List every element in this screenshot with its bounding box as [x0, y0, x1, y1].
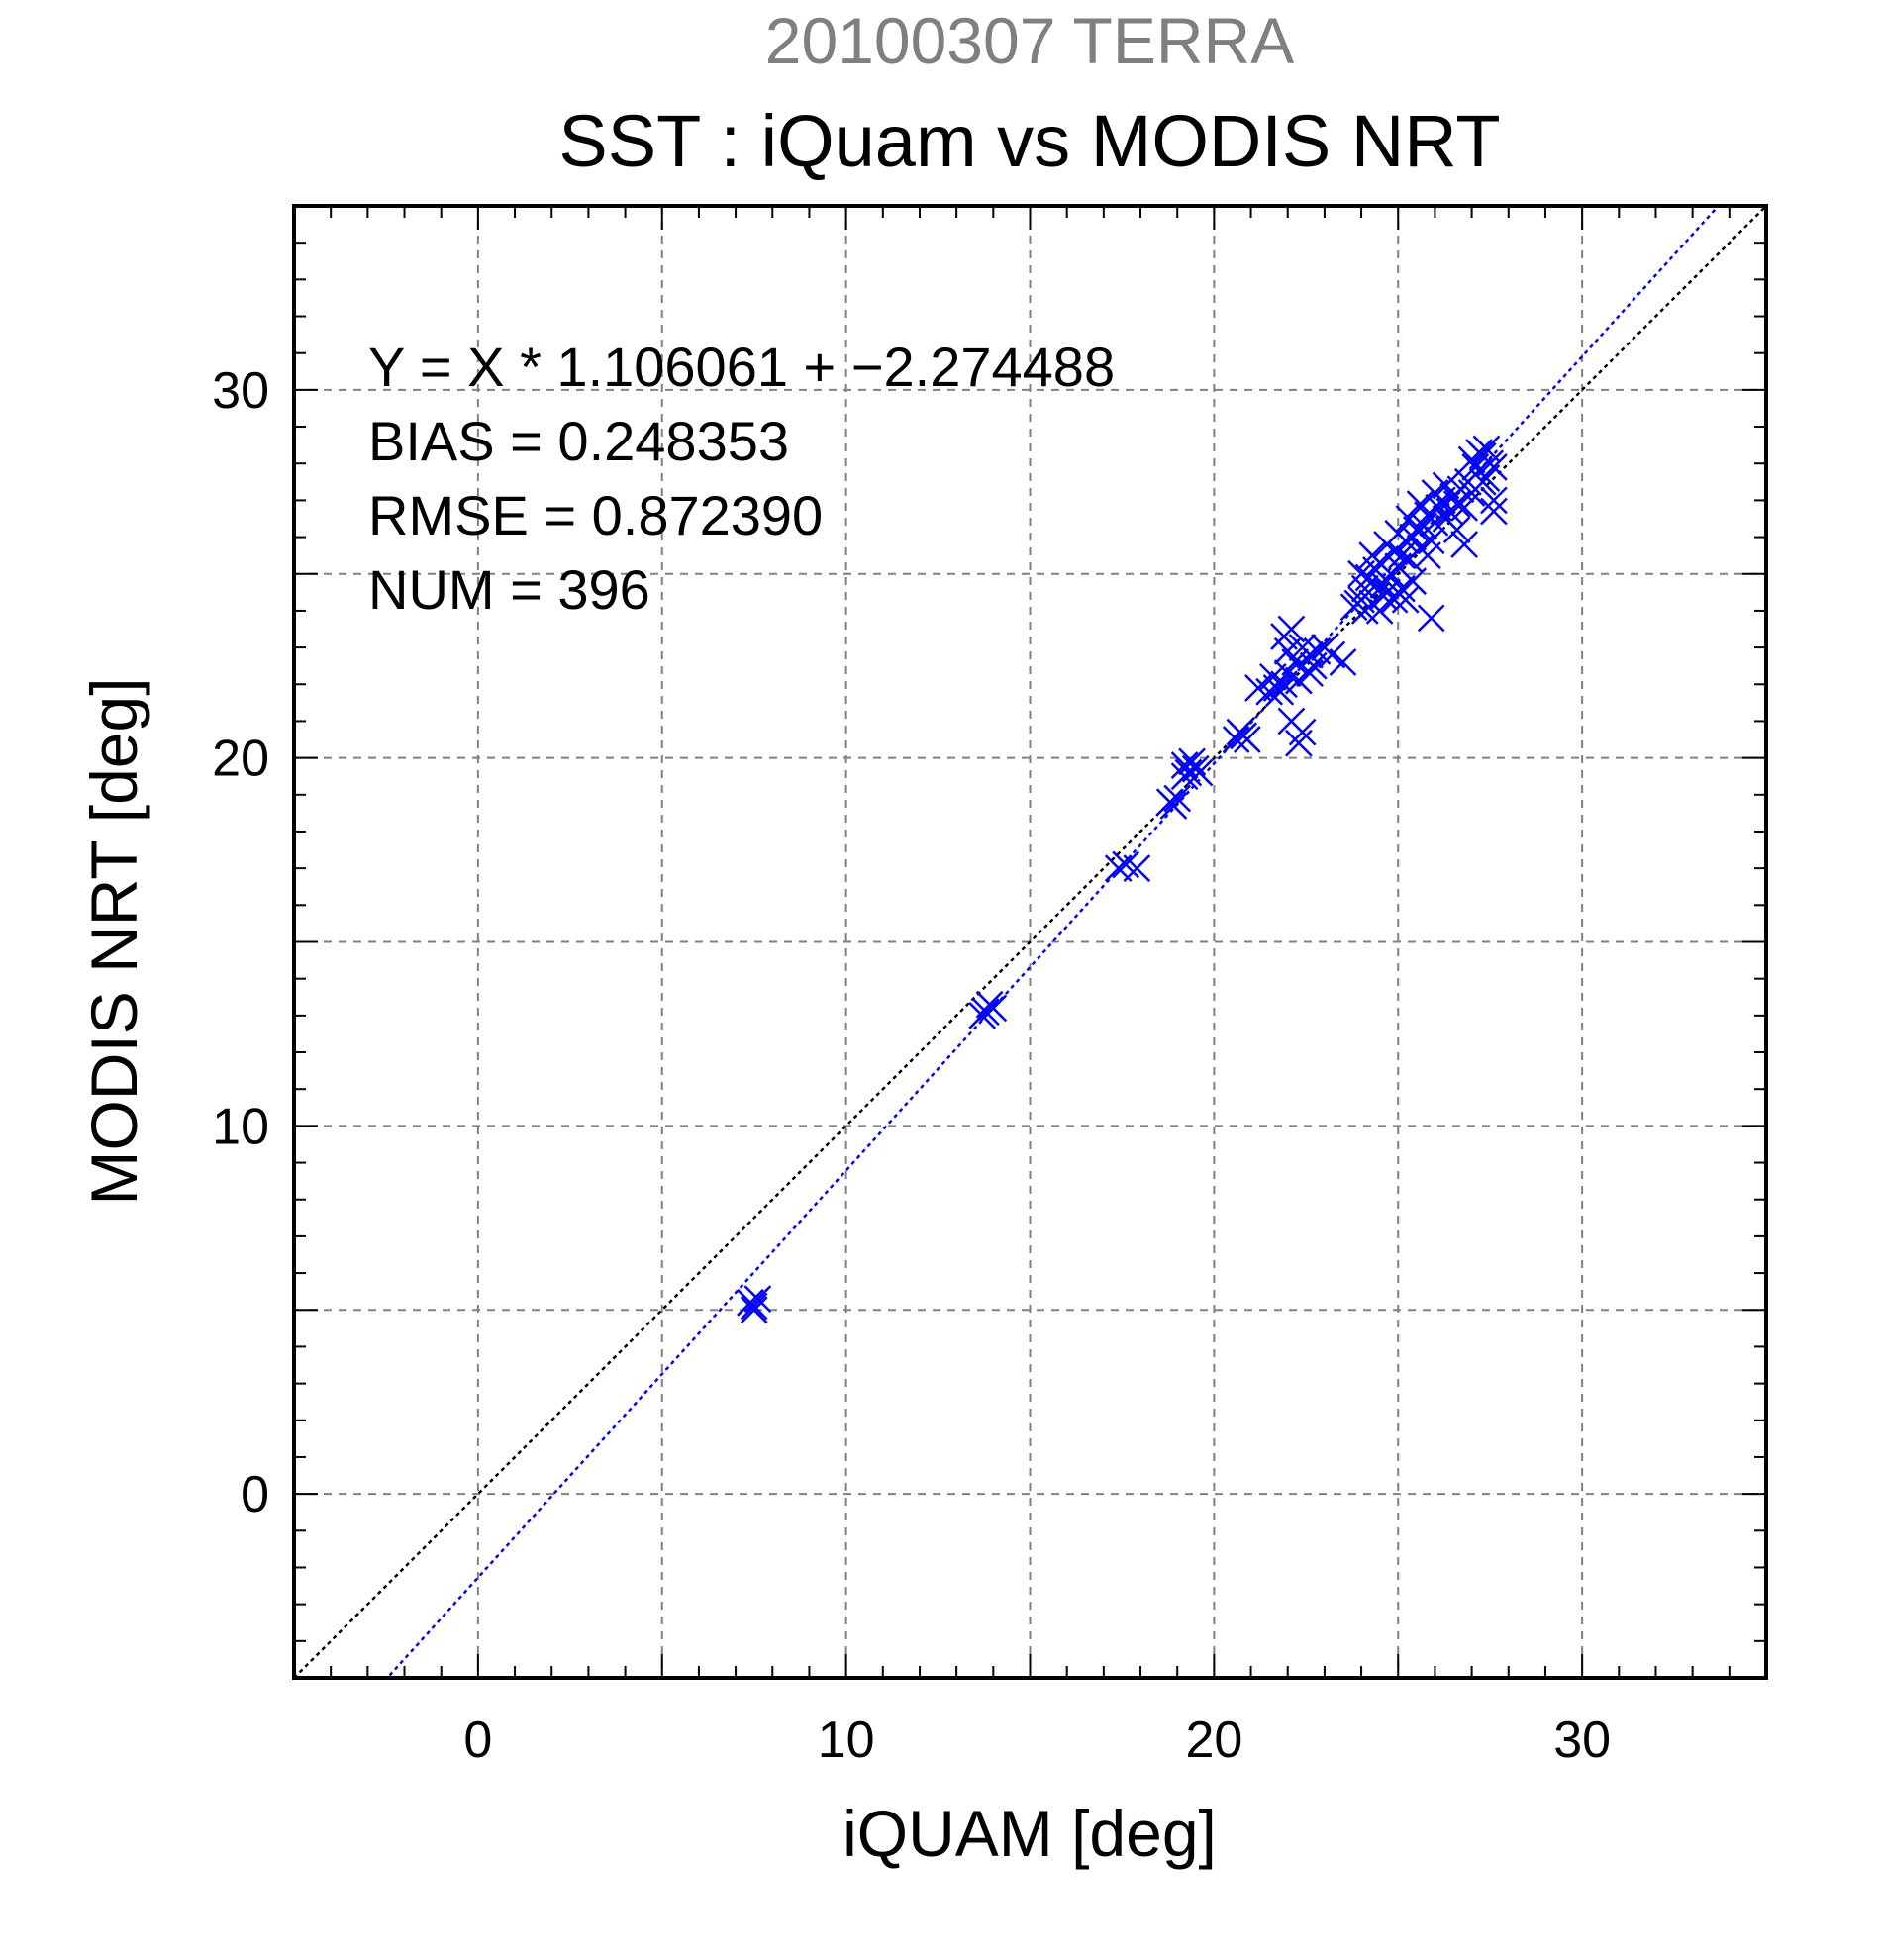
identity-line [294, 206, 1766, 1678]
data-point [1266, 677, 1295, 706]
data-points [737, 435, 1508, 1324]
data-point [1226, 718, 1254, 746]
data-point [1112, 850, 1140, 879]
stats-num: NUM = 396 [368, 558, 650, 621]
data-point [1417, 604, 1445, 633]
data-point [968, 1001, 997, 1029]
data-point [1414, 541, 1441, 570]
stats-bias: BIAS = 0.248353 [368, 410, 789, 472]
stats-rmse: RMSE = 0.872390 [368, 484, 823, 546]
data-point [1450, 493, 1479, 522]
data-point [1480, 486, 1508, 515]
data-point [743, 1285, 772, 1313]
data-point [740, 1296, 768, 1324]
data-point [1480, 453, 1508, 481]
x-tick-label: 20 [1185, 1712, 1242, 1769]
data-point [1299, 651, 1328, 680]
stats-fit-equation: Y = X * 1.106061 + −2.274488 [368, 336, 1115, 398]
grid-lines [294, 206, 1766, 1678]
tick-labels: 0 10 20 30 0 10 20 30 [212, 362, 1611, 1769]
data-point [1170, 762, 1199, 791]
data-point [1163, 784, 1192, 813]
data-point [1343, 589, 1372, 618]
chart-subtitle: SST : iQuam vs MODIS NRT [558, 100, 1500, 182]
data-point [1468, 467, 1497, 496]
data-point [1329, 648, 1357, 676]
y-tick-label: 10 [212, 1098, 269, 1155]
data-point [1384, 578, 1413, 607]
data-point [1410, 512, 1438, 540]
x-tick-label: 0 [463, 1712, 492, 1769]
data-point [1296, 659, 1324, 688]
data-point [1450, 531, 1479, 558]
reference-lines [294, 206, 1766, 1678]
x-axis-label: iQUAM [deg] [842, 1797, 1217, 1870]
data-point [737, 1288, 764, 1317]
data-point [1480, 497, 1508, 526]
x-tick-label: 30 [1553, 1712, 1611, 1769]
data-point [1399, 567, 1428, 596]
data-point [1406, 490, 1435, 519]
data-point [1442, 516, 1471, 544]
regression-fit-line [385, 206, 1721, 1678]
y-tick-label: 30 [212, 362, 269, 420]
y-tick-label: 20 [212, 731, 269, 788]
data-point [1159, 792, 1188, 820]
plot-frame [292, 204, 1768, 1680]
stats-annotation: Y = X * 1.106061 + −2.274488 BIAS = 0.24… [368, 336, 1115, 621]
data-point [1395, 505, 1424, 533]
data-point [1472, 435, 1501, 463]
data-point [1277, 615, 1306, 643]
x-tick-label: 10 [818, 1712, 875, 1769]
y-tick-label: 0 [241, 1466, 269, 1523]
data-point [1288, 718, 1317, 746]
data-point [1284, 729, 1313, 757]
data-point [1222, 726, 1250, 753]
y-axis-label: MODIS NRT [deg] [77, 677, 150, 1205]
chart-title: 20100307 TERRA [765, 4, 1294, 77]
data-point [1123, 854, 1151, 883]
data-point [1170, 751, 1199, 779]
